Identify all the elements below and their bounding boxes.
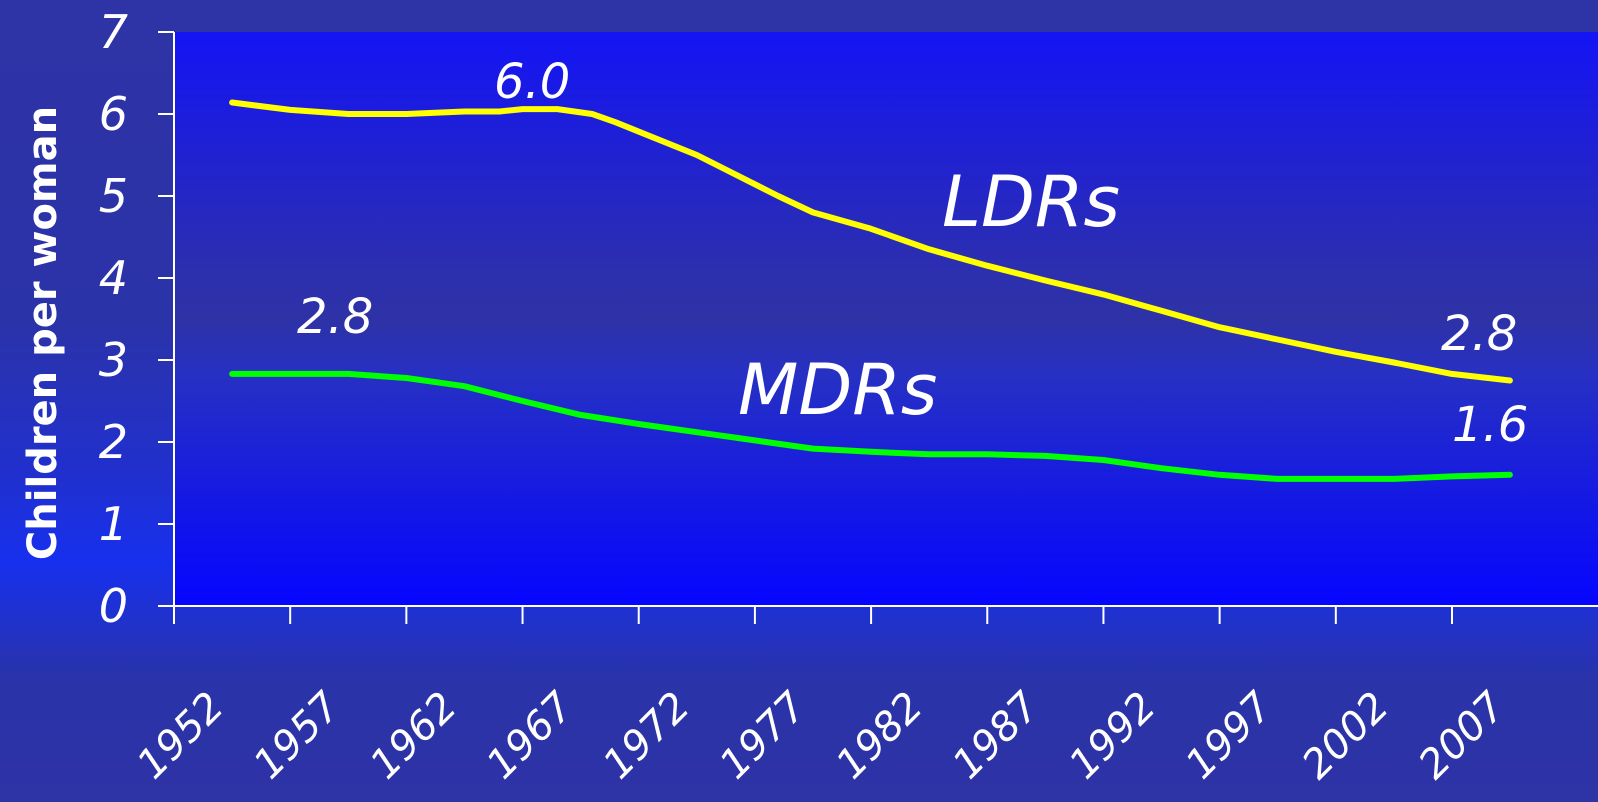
series-label-mdrs: MDRs [738, 349, 937, 431]
series-line-ldrs [229, 99, 1513, 384]
x-tick-label: 1967 [478, 683, 583, 788]
annotation-ldrs-end: 2.8 [1441, 306, 1517, 362]
annotation-mdrs-start: 2.8 [297, 289, 373, 345]
x-tick-label: 1992 [1061, 684, 1166, 789]
y-tick-label: 6 [99, 87, 128, 141]
y-tick-label: 7 [99, 5, 128, 59]
x-tick-label: 1997 [1177, 683, 1282, 788]
x-tick-label: 1957 [245, 683, 350, 788]
series-line-mdrs [229, 370, 1513, 482]
y-tick-label: 1 [99, 497, 128, 551]
series-label-ldrs: LDRs [942, 161, 1120, 243]
x-tick-label: 1972 [595, 684, 700, 789]
x-tick-label: 1952 [129, 684, 234, 789]
x-tick-label: 1982 [828, 684, 933, 789]
y-tick-label: 2 [99, 415, 128, 469]
annotation-ldrs-peak: 6.0 [494, 54, 570, 110]
labels-layer: Children per woman LDRs MDRs 6.0 2.8 2.8… [20, 54, 1528, 560]
x-tick-label: 1977 [711, 683, 816, 788]
y-tick-label: 3 [99, 333, 128, 387]
annotation-mdrs-end: 1.6 [1452, 397, 1528, 453]
y-tick-label: 0 [99, 579, 128, 633]
x-tick-label: 2002 [1294, 684, 1399, 789]
plot-area [174, 32, 1598, 606]
y-tick-label: 4 [99, 251, 128, 305]
x-tick-label: 1962 [362, 684, 467, 789]
x-tick-label: 1987 [944, 683, 1049, 788]
y-tick-label: 5 [99, 169, 128, 223]
series-layer [229, 99, 1513, 482]
x-tick-label: 2007 [1410, 683, 1515, 788]
y-axis-label: Children per woman [20, 106, 66, 560]
